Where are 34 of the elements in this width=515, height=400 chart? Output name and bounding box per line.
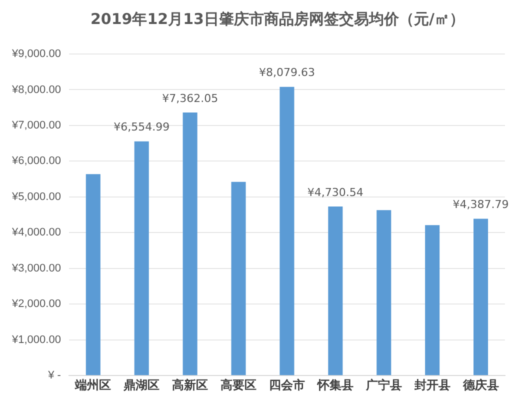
bar (376, 210, 392, 376)
y-tick-label: ¥3,000.00 (11, 262, 61, 274)
x-tick-label: 广宁县 (364, 378, 402, 392)
bar (231, 182, 246, 376)
bar (425, 225, 440, 376)
data-label: ¥7,362.05 (162, 92, 218, 105)
bar (86, 174, 100, 376)
data-label: ¥4,387.79 (452, 198, 509, 212)
y-tick-label: ¥6,000.00 (11, 155, 61, 168)
bar (474, 218, 488, 376)
x-tick-label: 端州区 (74, 378, 112, 392)
y-tick-label: ¥1,000.00 (11, 334, 61, 346)
bar (328, 206, 343, 376)
y-tick-label: ¥5,000.00 (11, 190, 61, 203)
y-tick-label: ¥8,000.00 (11, 84, 61, 96)
x-tick-label: 德庆县 (462, 378, 499, 392)
y-tick-label: ¥ - (47, 370, 62, 382)
x-tick-label: 四会市 (268, 378, 305, 392)
x-tick-label: 高新区 (172, 378, 208, 392)
y-tick-label: ¥7,000.00 (11, 120, 61, 132)
x-tick-label: 封开县 (413, 378, 450, 392)
y-tick-label: ¥4,000.00 (11, 226, 61, 239)
x-tick-label: 怀集县 (316, 378, 354, 392)
data-label: ¥6,554.99 (114, 120, 170, 134)
bar (182, 112, 198, 376)
chart-title: 2019年12月13日肇庆市商品房网签交易均价（元/㎡） (90, 9, 466, 30)
bar (134, 141, 149, 376)
x-tick-label: 高要区 (220, 378, 257, 392)
y-tick-label: ¥9,000.00 (11, 48, 61, 60)
y-tick-label: ¥2,000.00 (11, 298, 61, 310)
data-label: ¥8,079.63 (258, 66, 315, 80)
data-label: ¥4,730.54 (307, 186, 364, 199)
bar (280, 86, 294, 376)
x-tick-label: 鼎湖区 (122, 378, 160, 392)
